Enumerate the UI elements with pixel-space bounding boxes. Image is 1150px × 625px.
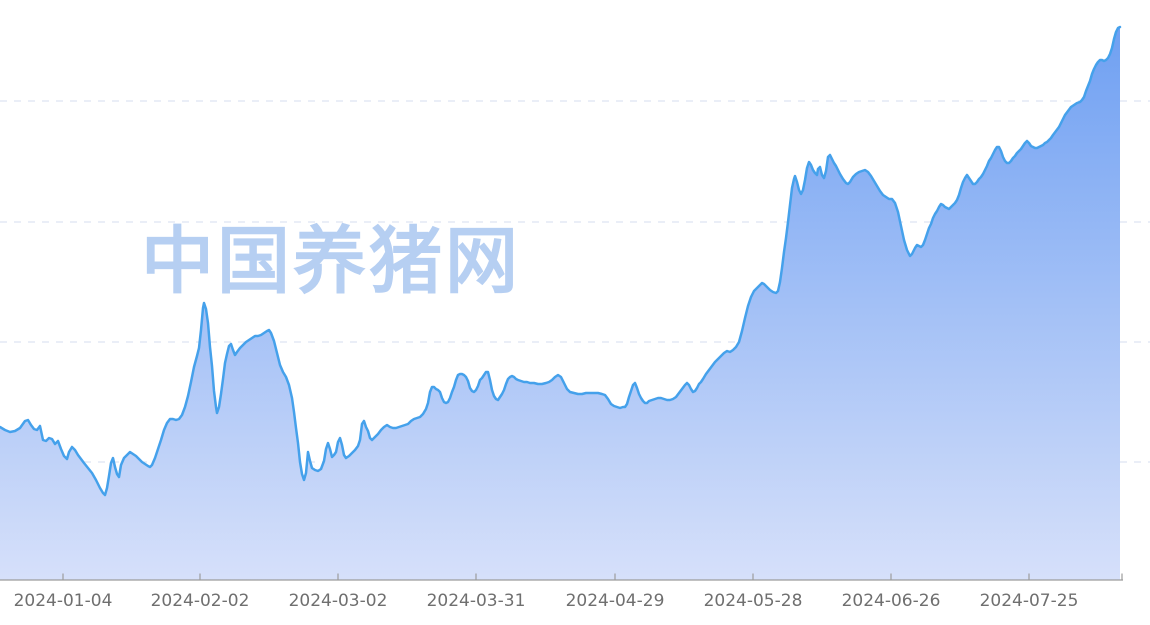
x-axis-label: 2024-04-29 <box>566 591 665 611</box>
price-area-fill <box>0 27 1120 580</box>
x-axis-label: 2024-03-31 <box>427 591 526 611</box>
x-axis-label: 2024-06-26 <box>842 591 941 611</box>
x-axis-label: 2024-05-28 <box>704 591 803 611</box>
price-line <box>0 25 1122 497</box>
x-axis-label: 2024-02-02 <box>151 591 250 611</box>
x-axis-label: 2024-01-04 <box>14 591 113 611</box>
x-axis-label: 2024-03-02 <box>289 591 388 611</box>
x-axis-label: 2024-07-25 <box>980 591 1079 611</box>
